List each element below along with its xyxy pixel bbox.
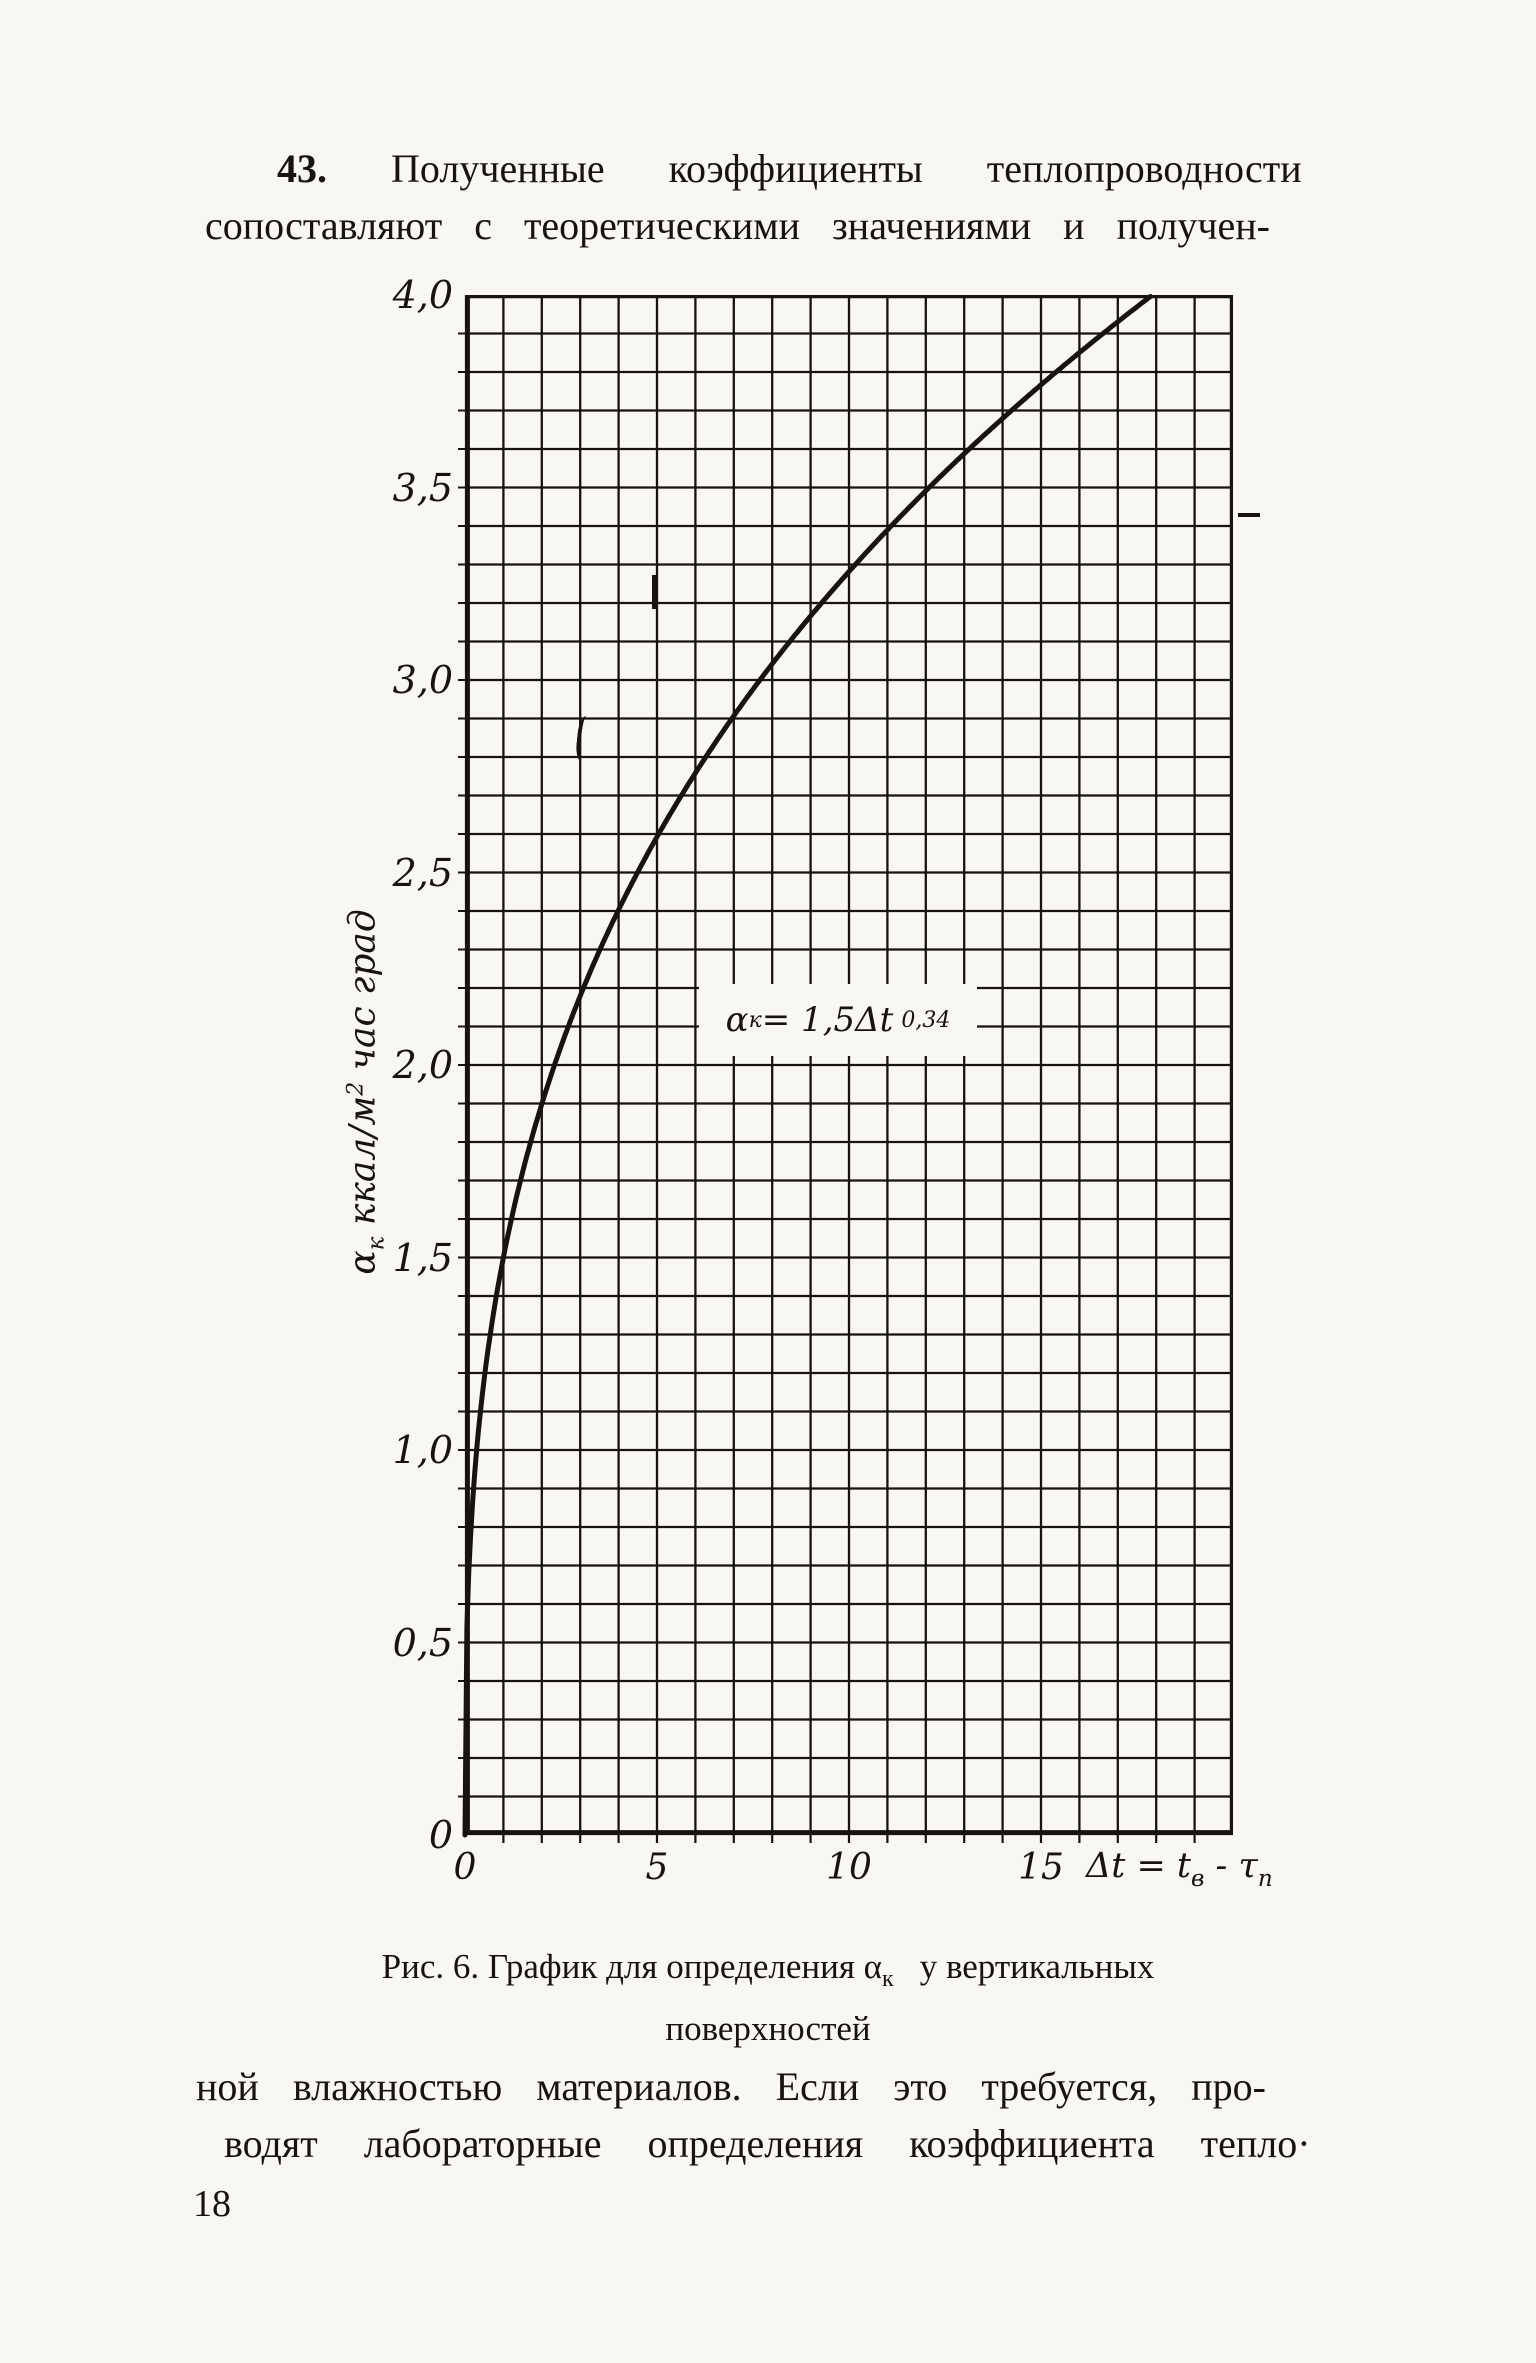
figure-chart (458, 294, 1234, 1843)
figure-caption-line1: Рис. 6. График для определения αк у верти… (288, 1942, 1248, 2004)
figure-caption: Рис. 6. График для определения αк у верти… (288, 1942, 1248, 2054)
paragraph-bottom: ной влажностью материалов. Если это треб… (196, 2058, 1376, 2172)
figure-caption-line2: поверхностей (665, 2009, 871, 2048)
paragraph-top-line1-text: Полученные коэффициенты теплопроводности (391, 146, 1302, 191)
y-tick-label: 4,0 (392, 273, 453, 317)
chart-canvas (458, 294, 1234, 1843)
x-axis-title-a-sub: в (1190, 1866, 1205, 1892)
formula-alpha: α (725, 1000, 749, 1040)
x-axis-title-b: - τ (1204, 1846, 1258, 1886)
y-tick-label: 2,0 (392, 1043, 453, 1087)
x-axis-title: Δt = tв - τп (1086, 1846, 1273, 1892)
y-tick-label: 3,5 (392, 465, 453, 510)
scan-artifact (1238, 513, 1260, 517)
x-tick-label: 5 (645, 1847, 669, 1888)
scan-artifact (652, 575, 656, 609)
paragraph-top-line1: 43. Полученные коэффициенты теплопроводн… (205, 140, 1395, 197)
curve-alpha-k (462, 294, 1153, 1838)
x-tick-label: 0 (453, 1847, 477, 1888)
caption-alpha-sub: к (882, 1966, 894, 1992)
y-tick-label: 0 (428, 1813, 453, 1857)
y-tick-label: 0,5 (392, 1620, 453, 1665)
y-axis-title-unit: ккал/м (342, 1095, 384, 1237)
paragraph-top: 43. Полученные коэффициенты теплопроводн… (205, 140, 1395, 254)
formula-exponent: 0,34 (901, 1007, 951, 1033)
y-axis-title-symbol: α (342, 1250, 384, 1275)
formula-body: = 1,5Δt (761, 1000, 894, 1040)
y-tick-label: 3,0 (392, 658, 453, 702)
caption-suffix: у вертикальных (919, 1947, 1155, 1986)
section-number: 43. (277, 146, 327, 191)
page-number: 18 (193, 2183, 231, 2225)
x-tick-label: 15 (1018, 1847, 1064, 1888)
y-axis-title: αк ккал/м2 час град (343, 909, 390, 1274)
paragraph-bottom-line1: ной влажностью материалов. Если это треб… (196, 2064, 1266, 2109)
y-tick-label: 1,5 (392, 1235, 453, 1280)
x-axis-title-b-sub: п (1257, 1866, 1273, 1892)
y-tick-label: 1,0 (392, 1428, 453, 1472)
caption-prefix: Рис. 6. График для определения (381, 1947, 864, 1986)
y-axis-title-unit2: час град (342, 909, 384, 1082)
formula-alpha-sub: к (748, 1007, 762, 1033)
x-axis-title-a: Δt = t (1086, 1846, 1191, 1886)
caption-alpha: α (863, 1947, 883, 1986)
y-axis-title-unit-sup: 2 (343, 1081, 369, 1096)
paragraph-top-line2: сопоставляют с теоретическими значениями… (205, 203, 1270, 248)
y-tick-label: 2,5 (392, 850, 453, 895)
paragraph-bottom-line2: водят лабораторные определения коэффицие… (224, 2121, 1311, 2166)
x-tick-label: 10 (826, 1847, 872, 1888)
